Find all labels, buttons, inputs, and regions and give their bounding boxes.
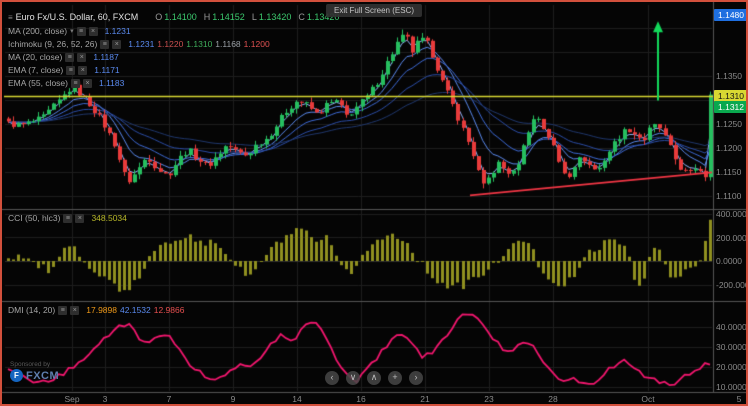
dmi-axis-label: 30.0000 — [716, 342, 747, 352]
open-label: O — [155, 12, 163, 22]
indicator-name[interactable]: CCI (50, hlc3) — [8, 213, 61, 223]
indicator-value: 348.5034 — [91, 213, 127, 223]
indicator-settings-button[interactable]: ≡ — [63, 213, 73, 223]
sponsor-block[interactable]: Sponsored by F FXCM — [10, 361, 59, 382]
indicator-settings-button[interactable]: ≡ — [76, 26, 86, 36]
exit-fullscreen-button[interactable]: Exit Full Screen (ESC) — [325, 4, 423, 17]
date-label: Sep — [64, 394, 80, 404]
indicator-value: 1.1220 — [157, 39, 184, 49]
ohlc-readout: O 1.14100 H 1.14152 L 1.13420 C 1.13420 — [150, 12, 339, 22]
indicator-value: 12.9866 — [153, 305, 185, 315]
price-axis-label: 1.1100 — [716, 191, 742, 201]
cci-pane-header: CCI (50, hlc3) ≡ × 348.5034 — [8, 213, 127, 223]
indicator-close-button[interactable]: × — [88, 26, 98, 36]
cci-axis-label: 400.0000 — [716, 209, 748, 219]
indicator-settings-button[interactable]: ≡ — [65, 52, 75, 62]
open-value: 1.14100 — [164, 12, 197, 22]
cci-axis-label: 0.0000 — [716, 256, 742, 266]
indicator-name[interactable]: EMA (7, close) — [8, 65, 64, 75]
indicator-value: 1.1187 — [93, 52, 119, 62]
date-label: 7 — [166, 394, 172, 404]
date-label: 23 — [484, 394, 494, 404]
price-axis-label: 1.1200 — [716, 143, 742, 153]
fxcm-logo-icon: F — [10, 369, 23, 382]
high-label: H — [203, 12, 211, 22]
dmi-axis-label: 20.0000 — [716, 362, 747, 372]
indicator-close-button[interactable]: × — [70, 305, 80, 315]
indicator-value: 1.1231 — [128, 39, 155, 49]
indicator-row-ichimoku: Ichimoku (9, 26, 52, 26) ≡ × 1.1231 1.12… — [8, 39, 270, 49]
indicator-settings-button[interactable]: ≡ — [71, 78, 80, 88]
indicator-name[interactable]: DMI (14, 20) — [8, 305, 56, 315]
symbol-title[interactable]: Euro Fx/U.S. Dollar, 60, FXCM — [15, 12, 139, 22]
scroll-right-button[interactable]: › — [409, 371, 423, 385]
date-label: Oct — [641, 394, 655, 404]
low-value: 1.13420 — [258, 12, 292, 22]
dmi-axis-label: 10.0000 — [716, 382, 747, 392]
indicator-value: 42.1532 — [119, 305, 151, 315]
date-label: 5 — [736, 394, 742, 404]
indicator-value: 1.1183 — [99, 78, 125, 88]
zoom-out-button[interactable]: ∨ — [346, 371, 360, 385]
scroll-left-button[interactable]: ‹ — [325, 371, 339, 385]
dmi-axis-label: 40.0000 — [716, 322, 747, 332]
indicator-name[interactable]: MA (200, close) — [8, 26, 68, 36]
indicator-row-ema7: EMA (7, close) ≡ × 1.1171 — [8, 65, 120, 75]
cci-axis-label: -200.0000 — [716, 280, 746, 290]
date-label: 28 — [548, 394, 558, 404]
price-axis-label: 1.1150 — [716, 167, 742, 177]
date-label: 3 — [102, 394, 108, 404]
alert-price-label[interactable]: 1.1480 — [714, 9, 746, 21]
sponsored-by-label: Sponsored by — [10, 361, 51, 368]
indicator-close-button[interactable]: × — [78, 65, 88, 75]
indicator-name[interactable]: Ichimoku (9, 26, 52, 26) — [8, 39, 98, 49]
indicator-row-ma200: MA (200, close) ▾ ≡ × 1.1231 — [8, 26, 131, 36]
indicator-close-button[interactable]: × — [77, 52, 87, 62]
line-price-label[interactable]: 1.1310 — [714, 90, 746, 102]
indicator-settings-button[interactable]: ≡ — [66, 65, 76, 75]
indicator-value: 1.1310 — [186, 39, 213, 49]
indicator-value: 1.1168 — [215, 39, 241, 49]
indicator-name[interactable]: MA (20, close) — [8, 52, 63, 62]
dmi-pane-header: DMI (14, 20) ≡ × 17.9898 42.1532 12.9866 — [8, 305, 184, 315]
date-label: 9 — [230, 394, 236, 404]
indicator-settings-button[interactable]: ≡ — [100, 39, 110, 49]
date-label: 16 — [356, 394, 366, 404]
chart-nav-controls: ‹ ∨ ∧ + › — [325, 371, 423, 385]
price-axis[interactable]: 1.1480 1.1350 1.1310 1.1312 1.1250 1.120… — [714, 4, 748, 393]
indicator-settings-button[interactable]: ≡ — [58, 305, 68, 315]
last-price-label: 1.1312 — [714, 101, 746, 113]
close-value: 1.13420 — [306, 12, 340, 22]
indicator-row-ema55: EMA (55, close) ≡ × 1.1183 — [8, 78, 124, 88]
cci-axis-label: 200.0000 — [716, 233, 748, 243]
chevron-down-icon[interactable]: ▾ — [70, 28, 74, 35]
price-axis-label: 1.1350 — [716, 71, 742, 81]
symbol-menu-icon[interactable]: ≡ — [8, 12, 13, 22]
chart-legend: ≡ Euro Fx/U.S. Dollar, 60, FXCM O 1.1410… — [8, 12, 339, 22]
time-axis[interactable]: Sep 3 7 9 14 16 21 23 28 Oct 5 — [4, 393, 746, 404]
indicator-value: 17.9898 — [86, 305, 117, 315]
close-label: C — [298, 12, 305, 22]
high-value: 1.14152 — [212, 12, 245, 22]
indicator-close-button[interactable]: × — [112, 39, 122, 49]
indicator-close-button[interactable]: × — [75, 213, 85, 223]
indicator-name[interactable]: EMA (55, close) — [8, 78, 68, 88]
fxcm-brand-text: FXCM — [26, 369, 60, 382]
low-label: L — [251, 12, 257, 22]
price-axis-label: 1.1250 — [716, 119, 742, 129]
indicator-value: 1.1231 — [104, 26, 131, 36]
indicator-value: 1.1171 — [94, 65, 120, 75]
date-label: 14 — [292, 394, 302, 404]
indicator-row-ma20: MA (20, close) ≡ × 1.1187 — [8, 52, 119, 62]
indicator-close-button[interactable]: × — [83, 78, 92, 88]
add-button[interactable]: + — [388, 371, 402, 385]
indicator-value: 1.1200 — [243, 39, 270, 49]
date-label: 21 — [420, 394, 430, 404]
zoom-in-button[interactable]: ∧ — [367, 371, 381, 385]
